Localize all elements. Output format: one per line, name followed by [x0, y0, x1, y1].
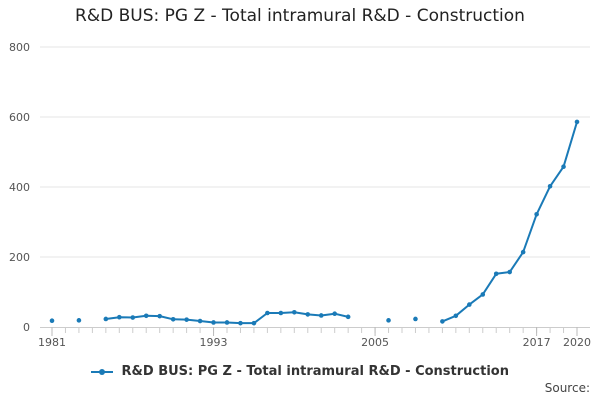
data-point[interactable]	[574, 119, 580, 125]
data-point[interactable]	[197, 318, 203, 324]
legend-label: R&D BUS: PG Z - Total intramural R&D - C…	[121, 364, 509, 379]
y-tick-label: 200	[9, 251, 30, 264]
chart-title: R&D BUS: PG Z - Total intramural R&D - C…	[75, 6, 525, 26]
data-point[interactable]	[224, 320, 230, 325]
data-point[interactable]	[440, 319, 445, 324]
data-point[interactable]	[117, 314, 122, 320]
data-point[interactable]	[238, 320, 243, 326]
data-point[interactable]	[130, 315, 136, 320]
data-point[interactable]	[265, 310, 270, 316]
data-point[interactable]	[507, 269, 512, 275]
gridlines	[40, 46, 590, 258]
x-tick-label: 2017	[523, 336, 551, 349]
series-layer	[49, 119, 580, 326]
data-point[interactable]	[170, 317, 176, 322]
data-point[interactable]	[561, 164, 566, 169]
data-point[interactable]	[467, 302, 472, 307]
data-point[interactable]	[305, 312, 311, 317]
y-tick-label: 800	[9, 41, 30, 54]
legend-swatch-icon	[91, 367, 114, 377]
data-point[interactable]	[292, 310, 297, 315]
data-point[interactable]	[49, 318, 55, 324]
x-tick-label: 2020	[563, 336, 591, 349]
data-point[interactable]	[211, 320, 216, 325]
data-point[interactable]	[386, 318, 391, 323]
data-point[interactable]	[520, 249, 526, 255]
data-point[interactable]	[103, 316, 109, 322]
x-tick-label: 2005	[361, 336, 389, 349]
data-point[interactable]	[480, 292, 486, 297]
data-point[interactable]	[413, 316, 418, 322]
data-point[interactable]	[345, 314, 351, 320]
x-axis: 1981 1993 2005 2017 2020	[38, 327, 591, 349]
data-point[interactable]	[76, 318, 82, 323]
y-tick-label: 0	[23, 321, 30, 334]
x-tick-label: 1981	[38, 336, 66, 349]
data-point[interactable]	[547, 184, 553, 189]
data-point[interactable]	[184, 317, 189, 322]
source-label[interactable]: Source:	[544, 381, 590, 395]
data-point[interactable]	[332, 311, 337, 317]
y-tick-label: 400	[9, 181, 30, 194]
data-point[interactable]	[278, 310, 284, 316]
y-axis-ticks: 0 200 400 600 800	[9, 41, 30, 334]
data-point[interactable]	[534, 212, 539, 217]
data-point[interactable]	[493, 271, 499, 277]
data-point[interactable]	[318, 313, 324, 318]
data-point[interactable]	[251, 320, 257, 326]
x-tick-label: 1993	[200, 336, 228, 349]
y-tick-label: 600	[9, 111, 30, 124]
data-point[interactable]	[157, 313, 162, 319]
series-line	[442, 121, 578, 323]
legend[interactable]: R&D BUS: PG Z - Total intramural R&D - C…	[0, 364, 600, 379]
data-point[interactable]	[453, 313, 459, 319]
data-point[interactable]	[143, 313, 149, 319]
